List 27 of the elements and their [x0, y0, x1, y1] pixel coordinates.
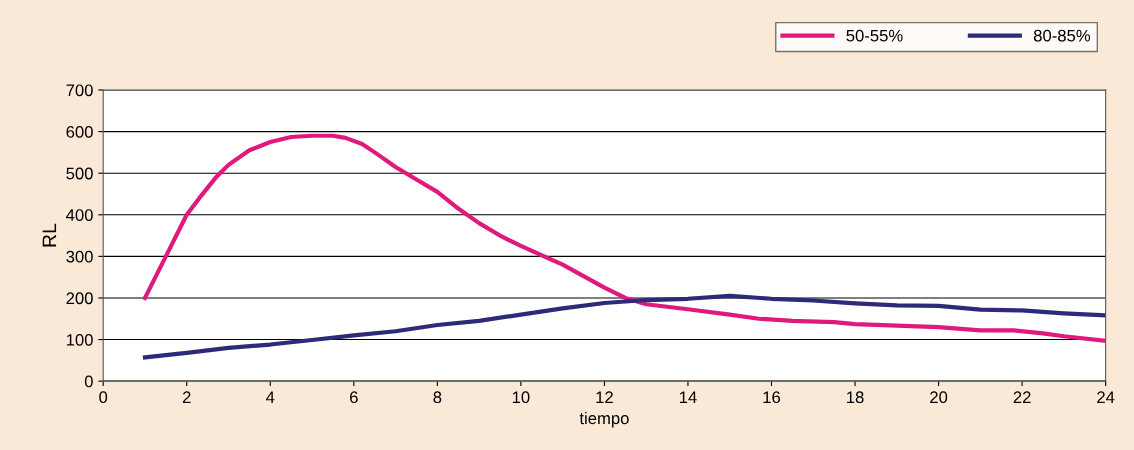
x-tick-label: 0: [99, 391, 108, 404]
x-tick-label: 10: [512, 391, 530, 404]
line-series: [142, 293, 1106, 360]
x-tick-label: 12: [596, 391, 613, 403]
y-tick-label: 500: [66, 167, 93, 180]
x-axis-title: tiempo: [579, 411, 629, 428]
y-tick-label: 600: [66, 125, 93, 138]
legend-label: 80-85%: [1033, 29, 1091, 42]
x-tick-label: 22: [1013, 391, 1031, 403]
legend-label: 50-55%: [846, 29, 903, 42]
x-tick-label: 4: [266, 391, 275, 403]
y-tick-label: 700: [66, 84, 93, 97]
y-tick-label: 300: [66, 250, 93, 263]
x-tick-label: 24: [1097, 391, 1115, 403]
x-tick-label: 8: [433, 391, 442, 404]
y-tick-label: 0: [84, 375, 93, 388]
x-tick-label: 18: [847, 391, 864, 404]
y-tick-label: 400: [66, 209, 93, 221]
x-tick-label: 20: [930, 391, 948, 404]
y-axis-title: RL: [42, 223, 57, 247]
x-tick-label: 14: [679, 391, 697, 403]
y-tick-label: 100: [66, 333, 93, 346]
x-tick-label: 2: [182, 391, 191, 403]
x-tick-label: 16: [763, 391, 781, 404]
x-tick-label: 6: [350, 391, 358, 404]
y-tick-label: 200: [66, 292, 93, 305]
line-series: [142, 133, 1106, 343]
